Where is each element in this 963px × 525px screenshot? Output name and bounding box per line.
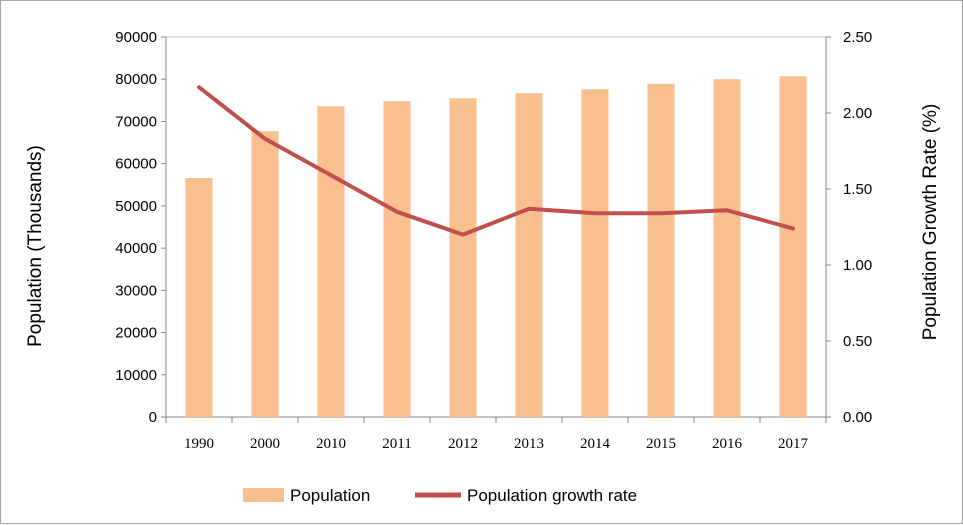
left-tick-label: 50000 <box>115 198 157 215</box>
x-tick-label: 1990 <box>184 436 214 452</box>
population-bar <box>779 76 807 418</box>
right-tick-label: 0.50 <box>843 333 872 350</box>
right-tick-label: 2.50 <box>843 29 872 46</box>
x-tick-label: 2000 <box>250 436 280 452</box>
left-tick-label: 0 <box>149 409 157 426</box>
population-bar <box>383 101 411 417</box>
right-tick-label: 2.00 <box>843 105 872 122</box>
growth-rate-series-line <box>197 85 795 237</box>
legend-swatch-population <box>243 488 284 502</box>
legend: Population Population growth rate <box>243 486 637 505</box>
left-tick-label: 40000 <box>115 240 157 257</box>
right-y-axis: 0.00 0.50 1.00 1.50 2.00 2.50 <box>825 29 872 426</box>
population-bar <box>185 178 213 417</box>
left-y-axis: 0 10000 20000 30000 40000 50000 60000 70000 8000… <box>115 29 167 426</box>
right-tick-label: 0.00 <box>843 409 872 426</box>
population-bar <box>449 98 477 417</box>
left-tick-label: 60000 <box>115 156 157 173</box>
x-tick-label: 2017 <box>778 436 809 452</box>
population-bar <box>647 83 675 417</box>
left-axis-title: Population (Thousands) <box>25 145 46 347</box>
population-bar <box>581 89 609 417</box>
left-tick-label: 80000 <box>115 71 157 88</box>
left-tick-label: 20000 <box>115 325 157 342</box>
left-tick-label: 10000 <box>115 367 157 384</box>
population-bar <box>515 93 543 418</box>
x-tick-label: 2010 <box>316 436 346 452</box>
population-bar <box>713 79 741 417</box>
population-bar <box>317 106 345 417</box>
growth-rate-line <box>197 85 795 237</box>
x-tick-label: 2015 <box>646 436 676 452</box>
x-tick-label: 2014 <box>580 436 611 452</box>
x-tick-label: 2011 <box>382 436 411 452</box>
left-tick-label: 70000 <box>115 113 157 130</box>
x-tick-label: 2016 <box>712 436 743 452</box>
x-axis: 1990 2000 2010 2011 2012 2013 2014 2015 2016 2017 <box>165 416 827 452</box>
x-tick-label: 2012 <box>448 436 478 452</box>
population-bar <box>251 131 279 417</box>
legend-label-population: Population <box>290 486 370 505</box>
right-tick-label: 1.00 <box>843 257 872 274</box>
legend-label-growth-rate: Population growth rate <box>467 486 637 505</box>
right-axis-title: Population Growth Rate (%) <box>920 104 941 341</box>
right-tick-label: 1.50 <box>843 181 872 198</box>
left-tick-label: 90000 <box>115 29 157 46</box>
x-tick-label: 2013 <box>514 436 544 452</box>
population-bars <box>185 76 807 418</box>
left-tick-label: 30000 <box>115 282 157 299</box>
